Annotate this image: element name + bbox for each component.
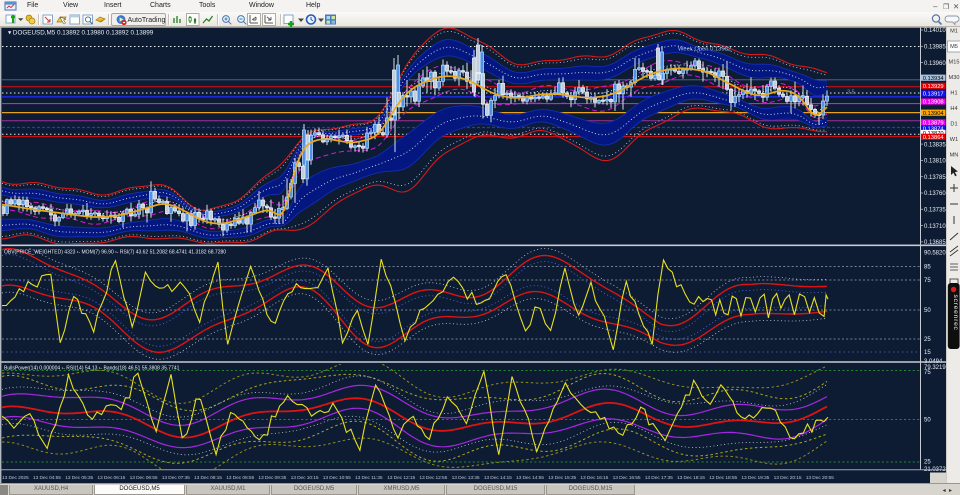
svg-text:0.14010: 0.14010 [924,28,946,34]
svg-text:13 Dec 08:15: 13 Dec 08:15 [194,475,222,481]
svg-text:13 Dec 12:15: 13 Dec 12:15 [387,475,415,481]
svg-text:0.13785: 0.13785 [924,175,946,181]
svg-text:0.13810: 0.13810 [924,159,946,165]
svg-text:BullsPower(14) 0.000004 ‹- RSI: BullsPower(14) 0.000004 ‹- RSI(14) 54.13… [4,366,180,372]
svg-text:H1: H1 [950,91,957,97]
svg-text:0.13835: 0.13835 [924,142,946,148]
svg-text:15: 15 [924,350,931,356]
svg-text:H4: H4 [950,106,957,112]
svg-text:13 Dec 14:15: 13 Dec 14:15 [484,475,512,481]
svg-text:0.13710: 0.13710 [924,224,946,230]
svg-text:13 Dec 04:55: 13 Dec 04:55 [33,475,61,481]
svg-text:13 Dec 20:15: 13 Dec 20:15 [774,475,802,481]
svg-text:25: 25 [924,460,931,466]
svg-text:0.13879: 0.13879 [923,121,944,127]
svg-text:13 Dec 2025: 13 Dec 2025 [2,475,29,481]
svg-text:0.13760: 0.13760 [924,191,946,197]
svg-text:OBV(PRICE_WEIGHTED) 4323 ‹- MO: OBV(PRICE_WEIGHTED) 4323 ‹- MOM(7) 96.90… [4,250,226,256]
svg-text:50: 50 [924,308,931,314]
svg-text:79.3219: 79.3219 [924,365,946,371]
svg-text:85: 85 [924,265,931,271]
svg-text:0.13874: 0.13874 [923,126,945,132]
svg-text:0.13908: 0.13908 [923,100,944,106]
svg-text:13 Dec 18:55: 13 Dec 18:55 [709,475,737,481]
svg-text:0.13685: 0.13685 [924,240,946,246]
svg-text:▾ DOGEUSD,M5 0.13892 0.13980: ▾ DOGEUSD,M5 0.13892 0.13980 0.13892 0.1… [8,30,154,37]
svg-text:75: 75 [924,370,931,376]
svg-text:13 Dec 15:35: 13 Dec 15:35 [548,475,576,481]
svg-text:0.13735: 0.13735 [924,208,946,214]
svg-text:0.13917: 0.13917 [923,92,944,98]
svg-text:13 Dec 05:35: 13 Dec 05:35 [65,475,93,481]
svg-text:13 Dec 12:55: 13 Dec 12:55 [419,475,447,481]
svg-text:D1: D1 [950,122,957,128]
svg-text:13 Dec 13:35: 13 Dec 13:35 [452,475,480,481]
svg-text:screenrec: screenrec [952,295,959,331]
svg-text:3.5: 3.5 [847,90,855,96]
svg-text:13 Dec 11:35: 13 Dec 11:35 [355,475,383,481]
svg-text:–: – [933,2,938,11]
svg-text:75: 75 [924,278,931,284]
svg-text:13 Dec 07:35: 13 Dec 07:35 [162,475,190,481]
svg-text:MN: MN [950,153,959,159]
svg-text:M5: M5 [950,44,958,50]
svg-text:13 Dec 16:55: 13 Dec 16:55 [613,475,641,481]
svg-text:M15: M15 [949,60,960,66]
svg-text:✕: ✕ [953,2,959,11]
svg-text:M1: M1 [950,29,958,35]
svg-text:13 Dec 09:35: 13 Dec 09:35 [258,475,286,481]
svg-text:0.13934: 0.13934 [923,76,945,82]
svg-text:25: 25 [924,337,931,343]
svg-text:AutoTrading: AutoTrading [128,17,166,24]
svg-text:❐: ❐ [943,3,949,11]
svg-text:13 Dec 06:55: 13 Dec 06:55 [130,475,158,481]
svg-text:13 Dec 10:55: 13 Dec 10:55 [323,475,351,481]
svg-text:13 Dec 19:35: 13 Dec 19:35 [741,475,769,481]
svg-text:13 Dec 14:55: 13 Dec 14:55 [516,475,544,481]
svg-text:50: 50 [924,418,931,424]
svg-text:M30: M30 [949,75,960,81]
svg-text:W1: W1 [950,137,958,143]
svg-text:13 Dec 18:15: 13 Dec 18:15 [677,475,705,481]
svg-text:0.13960: 0.13960 [924,61,946,67]
svg-text:13 Dec 08:55: 13 Dec 08:55 [226,475,254,481]
svg-text:0.13864: 0.13864 [923,135,945,141]
svg-text:13 Dec 17:35: 13 Dec 17:35 [645,475,673,481]
svg-text:0.13985: 0.13985 [924,45,946,51]
svg-text:13 Dec 10:15: 13 Dec 10:15 [291,475,319,481]
svg-text:0.13904: 0.13904 [923,111,945,117]
svg-text:13 Dec 06:15: 13 Dec 06:15 [97,475,125,481]
svg-text:13 Dec 16:15: 13 Dec 16:15 [580,475,608,481]
svg-text:0.13929: 0.13929 [923,84,944,90]
svg-text:90.5820: 90.5820 [924,251,946,257]
svg-text:Week Open 0.13982: Week Open 0.13982 [678,47,731,53]
svg-text:13 Dec 20:55: 13 Dec 20:55 [806,475,834,481]
